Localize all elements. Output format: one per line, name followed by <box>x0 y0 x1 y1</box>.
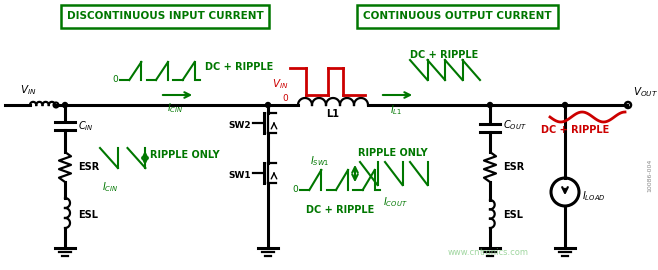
Text: $I_{SW1}$: $I_{SW1}$ <box>310 154 330 168</box>
Text: SW2: SW2 <box>228 120 251 130</box>
Text: RIPPLE ONLY: RIPPLE ONLY <box>150 150 220 160</box>
Text: tronics.com: tronics.com <box>480 248 529 257</box>
Text: ESR: ESR <box>78 162 99 172</box>
Text: $I_{L1}$: $I_{L1}$ <box>390 103 402 117</box>
Text: CONTINUOUS OUTPUT CURRENT: CONTINUOUS OUTPUT CURRENT <box>363 11 551 21</box>
Text: DC + RIPPLE: DC + RIPPLE <box>541 125 609 135</box>
Text: ESL: ESL <box>503 210 523 220</box>
Text: $I_{LOAD}$: $I_{LOAD}$ <box>582 189 605 203</box>
Circle shape <box>63 103 68 107</box>
Text: $V_{IN}$: $V_{IN}$ <box>20 83 36 97</box>
Text: $V_{IN}$: $V_{IN}$ <box>272 77 288 91</box>
Circle shape <box>563 103 567 107</box>
Text: ESR: ESR <box>503 162 524 172</box>
Text: $C_{IN}$: $C_{IN}$ <box>78 119 93 133</box>
Text: www.cn: www.cn <box>447 248 480 257</box>
Text: $I_{CIN}$: $I_{CIN}$ <box>102 180 118 194</box>
Text: RIPPLE ONLY: RIPPLE ONLY <box>358 148 428 158</box>
Text: DC + RIPPLE: DC + RIPPLE <box>306 205 374 215</box>
FancyBboxPatch shape <box>357 5 557 28</box>
FancyBboxPatch shape <box>61 5 268 28</box>
Text: DC + RIPPLE: DC + RIPPLE <box>410 50 478 60</box>
Circle shape <box>265 103 270 107</box>
Circle shape <box>488 103 492 107</box>
Text: 0: 0 <box>282 94 288 103</box>
Text: 10086-004: 10086-004 <box>647 158 653 192</box>
Text: $V_{OUT}$: $V_{OUT}$ <box>633 85 658 99</box>
Text: ESL: ESL <box>78 210 98 220</box>
Text: SW1: SW1 <box>228 170 251 180</box>
Text: 0: 0 <box>113 76 118 85</box>
Text: 0: 0 <box>292 185 298 194</box>
Text: $I_{COUT}$: $I_{COUT}$ <box>383 195 407 209</box>
Text: $C_{OUT}$: $C_{OUT}$ <box>503 118 527 132</box>
Text: DC + RIPPLE: DC + RIPPLE <box>205 62 273 72</box>
Text: L1: L1 <box>326 109 340 119</box>
Text: DISCONTINUOUS INPUT CURRENT: DISCONTINUOUS INPUT CURRENT <box>66 11 263 21</box>
Text: $I_{CIN}$: $I_{CIN}$ <box>166 101 184 115</box>
